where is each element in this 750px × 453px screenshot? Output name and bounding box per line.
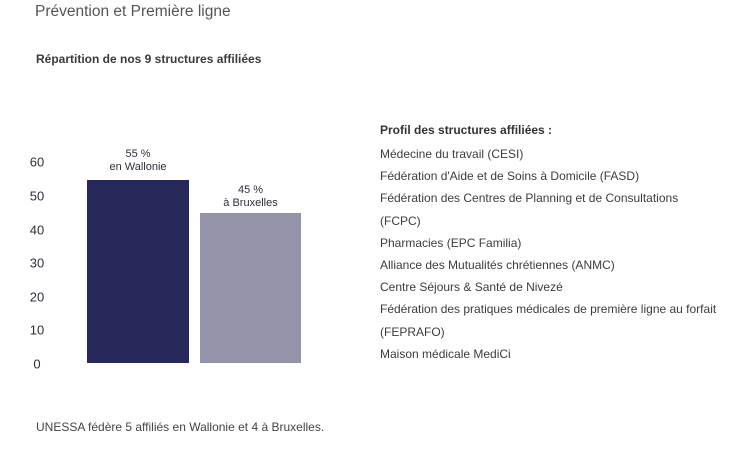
bar-category-wallonie: en Wallonie xyxy=(109,161,167,173)
profile-item: Alliance des Mutualités chrétiennes (ANM… xyxy=(380,258,615,273)
bar-label-bruxelles: 45 % à Bruxelles xyxy=(200,184,301,210)
affiliates-profile: Profil des structures affiliées : Médeci… xyxy=(380,121,720,365)
bar-value-bruxelles: 45 % xyxy=(237,184,264,196)
chart-title: Répartition de nos 9 structures affiliée… xyxy=(36,52,262,66)
y-tick-0: 0 xyxy=(33,356,41,372)
y-tick-50: 50 xyxy=(29,188,45,204)
profile-item: Maison médicale MediCi xyxy=(380,346,511,361)
profile-item: Pharmacies (EPC Familia) xyxy=(380,235,522,250)
bar-value-wallonie: 55 % xyxy=(125,148,151,160)
bar-chart: 60 50 40 30 20 10 0 55 % en Wallonie 45 … xyxy=(0,0,360,400)
profile-item: Fédération d'Aide et de Soins à Domicile… xyxy=(380,169,640,184)
bar-label-wallonie: 55 % en Wallonie xyxy=(87,148,189,174)
y-tick-20: 20 xyxy=(29,289,45,305)
y-tick-60: 60 xyxy=(29,154,45,170)
y-tick-40: 40 xyxy=(29,222,45,238)
profile-item: Fédération des Centres de Planning et de… xyxy=(380,191,679,228)
profile-heading: Profil des structures affiliées : xyxy=(380,123,553,137)
bar-wallonie xyxy=(87,180,189,363)
profile-item: Fédération des pratiques médicales de pr… xyxy=(380,302,717,339)
y-tick-10: 10 xyxy=(29,322,45,338)
bar-category-bruxelles: à Bruxelles xyxy=(223,197,278,209)
y-tick-30: 30 xyxy=(29,255,45,271)
bar-bruxelles xyxy=(200,213,301,363)
page-title: Prévention et Première ligne xyxy=(35,3,231,20)
footnote: UNESSA fédère 5 affiliés en Wallonie et … xyxy=(36,420,325,434)
profile-item: Médecine du travail (CESI) xyxy=(380,147,524,161)
profile-item: Centre Séjours & Santé de Nivezé xyxy=(380,280,563,295)
